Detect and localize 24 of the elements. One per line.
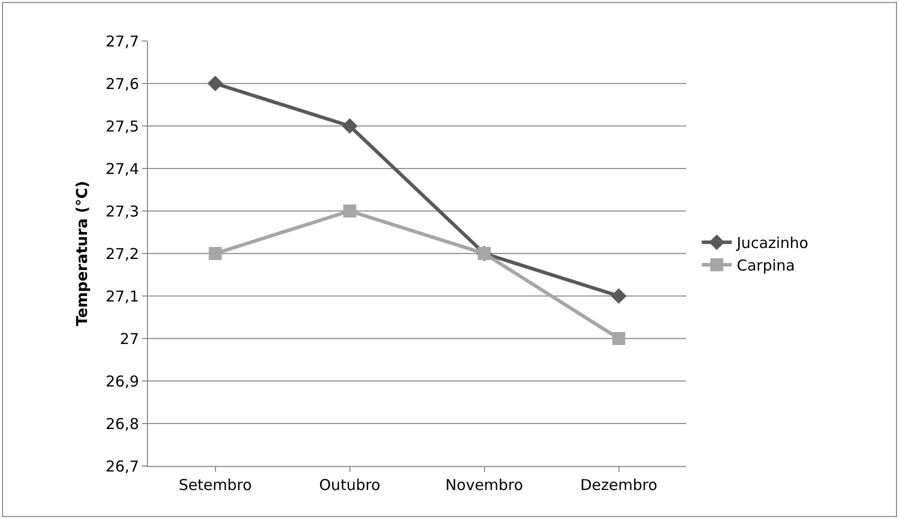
y-tick-label: 26,9: [106, 372, 139, 390]
point: [342, 118, 358, 134]
legend-label: Carpina: [736, 256, 795, 275]
point: [610, 288, 627, 304]
y-tick-label: 27,1: [106, 287, 139, 306]
point: [208, 247, 222, 260]
point: [612, 332, 626, 345]
point: [207, 76, 224, 92]
y-tick-label: 27,3: [106, 202, 139, 220]
y-tick-label: 27,7: [106, 32, 139, 50]
x-tick-label: Novembro: [445, 476, 524, 494]
x-tick-label: Setembro: [178, 476, 252, 494]
y-tick-label: 27,6: [106, 74, 139, 93]
y-tick-label: 26,7: [106, 457, 139, 476]
y-tick-label: 26,8: [106, 414, 139, 433]
y-tick-label: 27,2: [106, 244, 139, 263]
y-tick-label: 27,4: [106, 160, 139, 178]
point: [343, 204, 356, 218]
y-tick-label: 27,5: [106, 117, 139, 136]
legend-label: Jucazinho: [736, 234, 808, 252]
y-axis-title: Temperatura (°C): [72, 180, 91, 326]
x-tick-label: Dezembro: [580, 476, 658, 494]
y-tick-label: 27: [120, 330, 139, 348]
x-tick-label: Outubro: [319, 476, 380, 494]
